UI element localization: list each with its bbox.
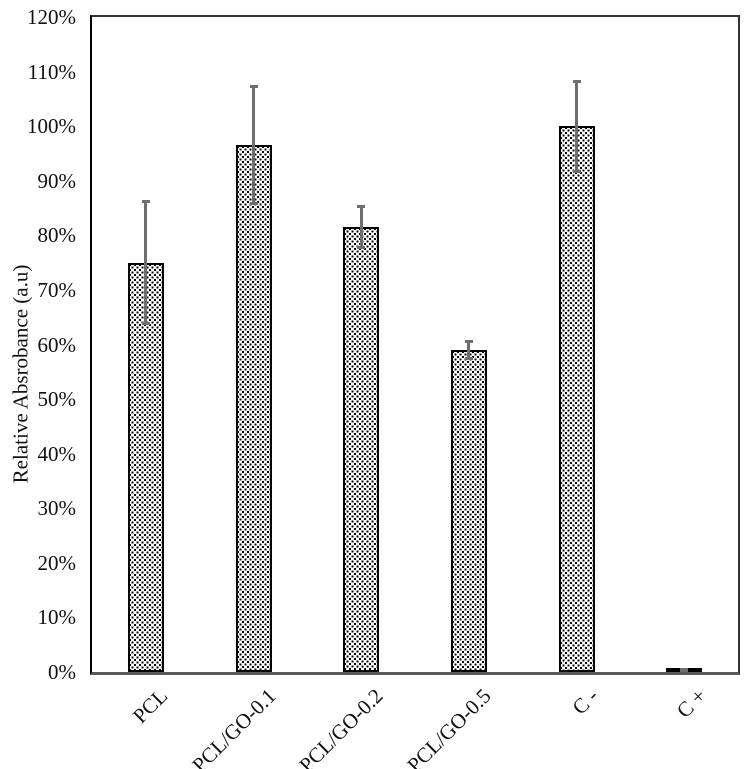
- error-bar-cap-bottom: [572, 169, 581, 173]
- error-bar-stem: [575, 79, 578, 173]
- error-bar: [572, 79, 581, 173]
- error-bar-cap-bottom: [680, 668, 689, 672]
- y-tick-label: 30%: [37, 496, 77, 521]
- y-tick-label: 0%: [48, 660, 76, 684]
- x-category-label: C +: [671, 683, 711, 723]
- error-bar-stem: [144, 199, 148, 326]
- y-tick-label: 10%: [37, 605, 77, 630]
- bar-pcl: [127, 262, 164, 672]
- error-bar-cap-bottom: [249, 202, 258, 206]
- error-bar: [357, 205, 366, 249]
- y-tick-label: 70%: [37, 277, 77, 302]
- error-bar-stem: [467, 340, 471, 360]
- x-category-label: C -: [567, 683, 604, 720]
- bar-pclgo0.1: [235, 145, 272, 672]
- error-bar: [141, 199, 150, 326]
- error-bar-cap-top: [572, 79, 581, 83]
- x-category-label: PCL/GO-0.1: [186, 683, 281, 769]
- error-bar-cap-bottom: [141, 322, 150, 326]
- error-bar-cap-bottom: [464, 356, 473, 360]
- y-tick-label: 40%: [37, 441, 77, 466]
- error-bar-cap-top: [249, 85, 258, 89]
- x-category-label: PCL: [128, 683, 173, 728]
- bar-pclgo0.2: [343, 227, 380, 672]
- y-tick-label: 50%: [37, 387, 77, 412]
- plot-area: [90, 15, 740, 675]
- error-bar: [249, 85, 258, 206]
- error-bar-cap-top: [464, 340, 473, 344]
- bar-c: [558, 126, 595, 672]
- bar-pclgo0.5: [450, 349, 487, 672]
- error-bar-cap-top: [141, 199, 150, 203]
- y-tick-label: 120%: [27, 5, 76, 29]
- error-bar-stem: [252, 85, 255, 206]
- error-bar: [680, 667, 689, 672]
- error-bar-cap-top: [357, 205, 366, 209]
- error-bar: [464, 340, 473, 360]
- error-bar-stem: [359, 205, 363, 249]
- x-category-label: PCL/GO-0.5: [402, 683, 496, 769]
- y-tick-label: 110%: [27, 59, 76, 84]
- x-category-label: PCL/GO-0.2: [294, 683, 388, 769]
- error-bar-cap-bottom: [357, 245, 366, 249]
- y-tick-label: 100%: [27, 114, 76, 139]
- y-tick-label: 60%: [37, 332, 77, 357]
- y-tick-label: 20%: [37, 550, 77, 575]
- y-tick-label: 90%: [37, 168, 77, 193]
- y-tick-label: 80%: [37, 223, 77, 248]
